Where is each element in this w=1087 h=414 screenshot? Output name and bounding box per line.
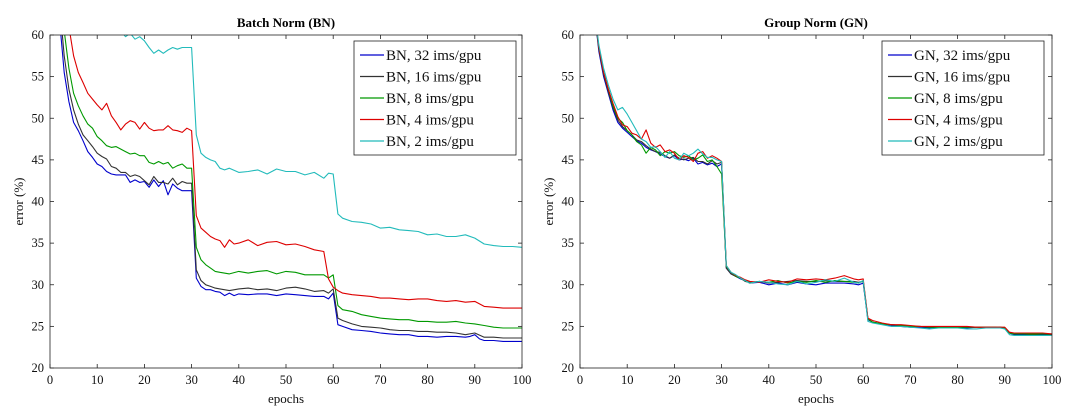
series-line-3	[69, 35, 522, 309]
x-tick-label: 20	[668, 373, 681, 387]
y-axis-label: error (%)	[541, 178, 556, 226]
x-tick-label: 50	[810, 373, 823, 387]
legend: BN, 32 ims/gpu BN, 16 ims/gpu BN, 8 ims/gp…	[353, 40, 517, 156]
y-tick-label: 25	[32, 319, 45, 333]
y-tick-label: 40	[32, 195, 45, 209]
y-tick-label: 50	[562, 111, 575, 125]
y-tick-label: 20	[32, 361, 45, 375]
chart-panel-batch-norm: Batch Norm (BN) 0 10 20 30 40 50 60 70 80 90 100 20 2…	[11, 15, 532, 406]
y-axis-label: error (%)	[11, 178, 26, 226]
series-line-4	[597, 35, 1052, 337]
x-tick-label: 20	[138, 373, 151, 387]
x-tick-label: 90	[999, 373, 1012, 387]
legend-label-2: BN, 8 ims/gpu	[386, 91, 474, 107]
x-tick-label: 30	[715, 373, 728, 387]
chart-panel-group-norm: Group Norm (GN) 0 10 20 30 40 50 60 70 80 90 100 20 2…	[541, 15, 1062, 406]
legend-label-1: GN, 16 ims/gpu	[914, 70, 1011, 86]
series-line-0	[60, 35, 522, 342]
y-tick-label: 50	[32, 111, 45, 125]
legend-label-4: GN, 2 ims/gpu	[914, 134, 1003, 150]
y-tick-label: 35	[32, 236, 45, 250]
x-axis-label: epochs	[798, 391, 834, 406]
y-tick-label: 55	[562, 70, 575, 84]
x-tick-label: 100	[513, 373, 532, 387]
chart-title: Group Norm (GN)	[764, 15, 868, 30]
x-tick-label: 70	[904, 373, 917, 387]
x-tick-label: 60	[327, 373, 340, 387]
x-tick-label: 90	[469, 373, 482, 387]
series-line-1	[61, 35, 522, 339]
legend-label-2: GN, 8 ims/gpu	[914, 91, 1003, 107]
x-tick-label: 50	[280, 373, 293, 387]
x-tick-label: 70	[374, 373, 387, 387]
series-line-2	[64, 35, 522, 329]
legend-label-0: GN, 32 ims/gpu	[914, 48, 1011, 64]
x-tick-label: 80	[421, 373, 434, 387]
y-tick-label: 60	[562, 28, 575, 42]
x-tick-label: 80	[951, 373, 964, 387]
y-tick-label: 35	[562, 236, 575, 250]
y-tick-label: 55	[32, 70, 45, 84]
series-line-3	[596, 35, 1052, 335]
x-tick-label: 0	[577, 373, 583, 387]
legend-label-3: BN, 4 ims/gpu	[386, 113, 474, 129]
chart-title: Batch Norm (BN)	[237, 15, 335, 30]
x-tick-label: 10	[621, 373, 634, 387]
y-tick-label: 45	[32, 153, 45, 167]
legend-label-4: BN, 2 ims/gpu	[386, 134, 474, 150]
y-tick-label: 25	[562, 319, 575, 333]
x-tick-label: 40	[763, 373, 776, 387]
y-tick-label: 40	[562, 195, 575, 209]
legend-label-0: BN, 32 ims/gpu	[386, 48, 482, 64]
y-tick-label: 60	[32, 28, 45, 42]
x-tick-label: 60	[857, 373, 870, 387]
legend-label-3: GN, 4 ims/gpu	[914, 113, 1003, 129]
series-group	[60, 35, 522, 342]
x-tick-label: 10	[91, 373, 104, 387]
series-line-4	[123, 35, 522, 248]
x-tick-label: 0	[47, 373, 53, 387]
y-tick-label: 45	[562, 153, 575, 167]
legend-label-1: BN, 16 ims/gpu	[386, 70, 482, 86]
series-group	[596, 35, 1052, 337]
y-tick-label: 20	[562, 361, 575, 375]
legend: GN, 32 ims/gpu GN, 16 ims/gpu GN, 8 ims/gp…	[881, 40, 1045, 156]
x-tick-label: 30	[185, 373, 198, 387]
x-tick-label: 40	[233, 373, 246, 387]
x-tick-label: 100	[1043, 373, 1062, 387]
x-axis-label: epochs	[268, 391, 304, 406]
y-tick-label: 30	[32, 278, 45, 292]
y-tick-label: 30	[562, 278, 575, 292]
